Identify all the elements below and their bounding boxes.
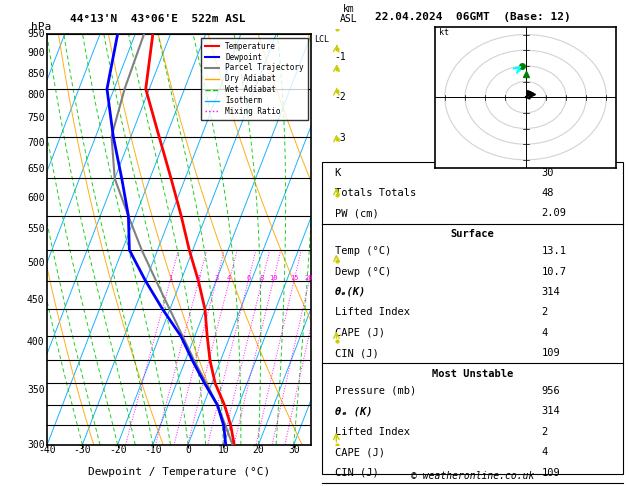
Text: hPa: hPa — [31, 22, 52, 32]
Text: 2.09: 2.09 — [542, 208, 566, 218]
Text: -4: -4 — [334, 175, 345, 185]
Text: Dewpoint / Temperature (°C): Dewpoint / Temperature (°C) — [88, 467, 270, 477]
Text: 314: 314 — [542, 406, 560, 417]
Text: -3: -3 — [334, 133, 345, 143]
Text: 109: 109 — [542, 348, 560, 358]
Text: -1: -1 — [334, 52, 345, 62]
Text: CIN (J): CIN (J) — [335, 348, 378, 358]
Text: 650: 650 — [27, 164, 45, 174]
Text: -20: -20 — [109, 445, 126, 455]
Text: Pressure (mb): Pressure (mb) — [335, 386, 416, 396]
Text: 109: 109 — [542, 468, 560, 478]
Text: θₑ (K): θₑ (K) — [335, 406, 372, 417]
Text: Mixing Ratio (g/kg): Mixing Ratio (g/kg) — [364, 184, 374, 295]
Text: CAPE (J): CAPE (J) — [335, 328, 384, 338]
Text: 15: 15 — [290, 275, 298, 281]
Text: -5: -5 — [334, 217, 345, 227]
Text: Lifted Index: Lifted Index — [335, 307, 409, 317]
Text: -40: -40 — [38, 445, 56, 455]
Text: 4: 4 — [542, 328, 547, 338]
Text: Most Unstable: Most Unstable — [431, 368, 513, 379]
Text: 6: 6 — [246, 275, 250, 281]
Text: Totals Totals: Totals Totals — [335, 188, 416, 198]
Text: 750: 750 — [27, 113, 45, 123]
Text: kt: kt — [439, 28, 449, 36]
Text: 2: 2 — [542, 307, 547, 317]
Text: 13.1: 13.1 — [542, 246, 566, 256]
Text: 2: 2 — [542, 427, 547, 437]
Text: 0: 0 — [185, 445, 191, 455]
Bar — [322, 162, 623, 474]
Text: 3: 3 — [214, 275, 218, 281]
Text: -8: -8 — [334, 365, 345, 375]
Text: 20: 20 — [305, 275, 313, 281]
Text: -10: -10 — [144, 445, 162, 455]
Text: Temp (°C): Temp (°C) — [335, 246, 391, 256]
Text: 30: 30 — [542, 168, 554, 177]
Text: CAPE (J): CAPE (J) — [335, 447, 384, 457]
Text: 10: 10 — [269, 275, 277, 281]
Text: 4: 4 — [542, 447, 547, 457]
Text: -7: -7 — [334, 312, 345, 321]
Text: 1: 1 — [168, 275, 172, 281]
Text: θₑ(K): θₑ(K) — [335, 287, 366, 297]
Text: 850: 850 — [27, 69, 45, 79]
Text: 950: 950 — [27, 29, 45, 39]
Text: 500: 500 — [27, 258, 45, 268]
Text: Dewp (°C): Dewp (°C) — [335, 266, 391, 277]
Text: -30: -30 — [74, 445, 91, 455]
Text: Surface: Surface — [450, 229, 494, 239]
Text: 450: 450 — [27, 295, 45, 305]
Text: 2: 2 — [196, 275, 201, 281]
Text: 30: 30 — [288, 445, 299, 455]
Text: 300: 300 — [27, 440, 45, 450]
Text: 48: 48 — [542, 188, 554, 198]
Text: 314: 314 — [542, 287, 560, 297]
Text: 44°13'N  43°06'E  522m ASL: 44°13'N 43°06'E 522m ASL — [70, 14, 246, 24]
Text: K: K — [335, 168, 341, 177]
Text: -6: -6 — [334, 263, 345, 274]
Text: LCL: LCL — [314, 35, 329, 44]
Text: 10.7: 10.7 — [542, 266, 566, 277]
Text: km
ASL: km ASL — [340, 4, 357, 24]
Text: 8: 8 — [260, 275, 264, 281]
Text: Lifted Index: Lifted Index — [335, 427, 409, 437]
Text: 956: 956 — [542, 386, 560, 396]
Text: 800: 800 — [27, 90, 45, 100]
Text: 900: 900 — [27, 48, 45, 58]
Text: PW (cm): PW (cm) — [335, 208, 378, 218]
Text: © weatheronline.co.uk: © weatheronline.co.uk — [411, 471, 534, 481]
Text: 350: 350 — [27, 385, 45, 395]
Text: CIN (J): CIN (J) — [335, 468, 378, 478]
Text: 550: 550 — [27, 224, 45, 234]
Text: 700: 700 — [27, 138, 45, 148]
Legend: Temperature, Dewpoint, Parcel Trajectory, Dry Adiabat, Wet Adiabat, Isotherm, Mi: Temperature, Dewpoint, Parcel Trajectory… — [201, 38, 308, 120]
Text: -2: -2 — [334, 92, 345, 103]
Text: 4: 4 — [227, 275, 231, 281]
Text: 400: 400 — [27, 337, 45, 347]
Text: 600: 600 — [27, 193, 45, 203]
Text: 20: 20 — [253, 445, 264, 455]
Text: 10: 10 — [218, 445, 229, 455]
Text: 22.04.2024  06GMT  (Base: 12): 22.04.2024 06GMT (Base: 12) — [374, 12, 571, 22]
